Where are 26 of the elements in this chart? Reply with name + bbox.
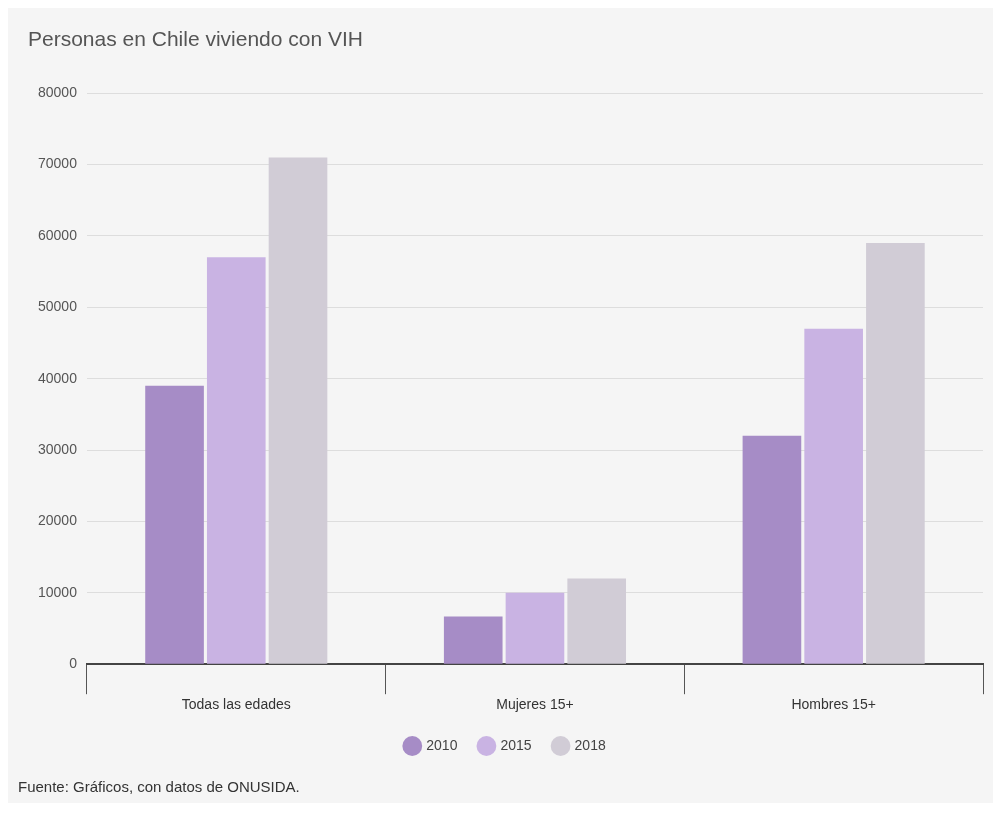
y-tick-label: 80000 bbox=[37, 84, 78, 101]
bar bbox=[505, 592, 565, 664]
bar bbox=[567, 578, 627, 664]
bar bbox=[268, 157, 328, 664]
bar bbox=[206, 257, 266, 664]
y-tick-label: 40000 bbox=[37, 369, 78, 386]
legend-label: 2010 bbox=[426, 736, 458, 753]
legend-label: 2015 bbox=[500, 736, 532, 753]
bar bbox=[742, 435, 802, 664]
bar bbox=[866, 243, 925, 664]
bar bbox=[443, 616, 503, 664]
y-tick-label: 70000 bbox=[37, 155, 78, 172]
y-tick-label: 60000 bbox=[37, 226, 78, 243]
bar bbox=[145, 385, 204, 664]
y-tick-label: 10000 bbox=[37, 583, 78, 600]
chart-title: Personas en Chile viviendo con VIH bbox=[28, 27, 364, 51]
y-tick-label: 0 bbox=[69, 655, 78, 672]
y-tick-label: 20000 bbox=[37, 512, 78, 529]
source-note: Fuente: Gráficos, con datos de ONUSIDA. bbox=[18, 777, 300, 795]
y-tick-label: 50000 bbox=[37, 298, 78, 315]
x-tick-label: Hombres 15+ bbox=[791, 696, 876, 713]
x-tick-label: Mujeres 15+ bbox=[496, 696, 574, 713]
bar bbox=[804, 328, 863, 664]
x-tick-label: Todas las edades bbox=[181, 696, 291, 713]
y-tick-label: 30000 bbox=[37, 440, 78, 457]
legend-label: 2018 bbox=[574, 736, 606, 753]
